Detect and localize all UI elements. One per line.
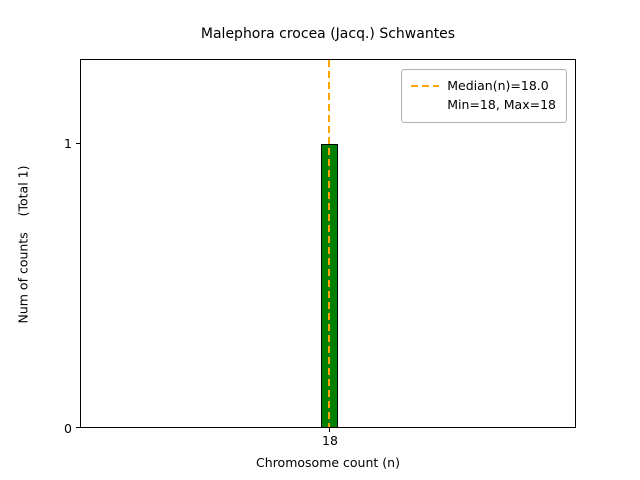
legend: Median(n)=18.0 Min=18, Max=18 bbox=[401, 69, 567, 123]
legend-entry-minmax: Min=18, Max=18 bbox=[411, 96, 556, 115]
xtick-label-18: 18 bbox=[322, 433, 338, 448]
ytick-label-1: 1 bbox=[64, 136, 72, 151]
ytick-label-0: 0 bbox=[64, 421, 72, 436]
xtick-mark-18 bbox=[329, 428, 330, 432]
legend-entry-median: Median(n)=18.0 bbox=[411, 77, 556, 96]
legend-label-median: Median(n)=18.0 bbox=[447, 78, 549, 93]
x-axis-label: Chromosome count (n) bbox=[256, 455, 400, 470]
median-dashed-line bbox=[328, 60, 330, 427]
plot-area: Median(n)=18.0 Min=18, Max=18 bbox=[80, 59, 576, 428]
chart-title: Malephora crocea (Jacq.) Schwantes bbox=[200, 26, 456, 42]
ytick-mark-0 bbox=[76, 427, 80, 428]
median-line-swatch-icon bbox=[411, 85, 440, 88]
legend-label-minmax: Min=18, Max=18 bbox=[447, 96, 556, 112]
ytick-mark-1 bbox=[76, 143, 80, 144]
y-axis-label: Num of counts (Total 1) bbox=[15, 165, 31, 324]
